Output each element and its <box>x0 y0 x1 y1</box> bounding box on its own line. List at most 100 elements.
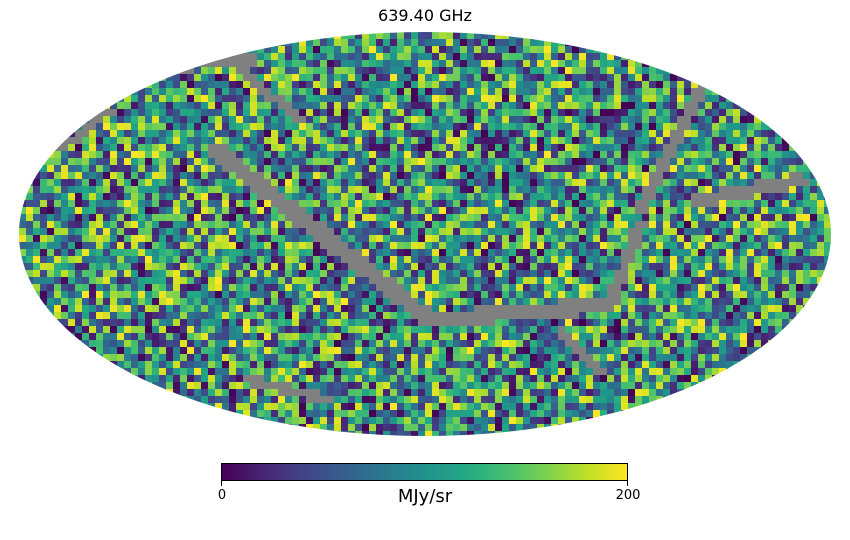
map-pixel <box>278 60 286 68</box>
map-pixel <box>215 228 223 236</box>
map-pixel <box>152 116 160 124</box>
map-pixel <box>453 102 461 110</box>
map-pixel <box>789 228 797 236</box>
map-pixel <box>586 263 594 271</box>
map-pixel <box>740 340 748 348</box>
map-pixel <box>334 186 342 194</box>
map-pixel <box>593 235 601 243</box>
map-pixel <box>684 88 692 96</box>
map-pixel <box>292 60 300 68</box>
map-pixel <box>782 312 790 320</box>
map-pixel <box>250 235 258 243</box>
map-pixel <box>642 179 650 187</box>
map-pixel <box>75 277 83 285</box>
map-pixel <box>418 221 426 229</box>
map-pixel <box>621 109 629 117</box>
map-pixel <box>208 361 216 369</box>
map-pixel <box>285 333 293 341</box>
map-pixel <box>656 67 664 75</box>
map-pixel <box>75 340 83 348</box>
map-pixel <box>341 375 349 383</box>
map-pixel <box>355 67 363 75</box>
map-pixel <box>803 193 811 201</box>
map-pixel <box>453 354 461 362</box>
map-pixel <box>124 340 132 348</box>
map-pixel <box>523 319 531 327</box>
map-pixel <box>537 249 545 257</box>
map-pixel <box>761 256 769 264</box>
map-pixel <box>586 326 594 334</box>
map-pixel <box>348 151 356 159</box>
map-pixel <box>705 312 713 320</box>
map-pixel <box>96 207 104 215</box>
map-pixel <box>131 305 139 313</box>
map-pixel <box>152 102 160 110</box>
map-pixel <box>369 340 377 348</box>
map-pixel <box>446 193 454 201</box>
map-pixel <box>705 368 713 376</box>
map-pixel <box>467 228 475 236</box>
map-pixel <box>719 333 727 341</box>
masked-pixel <box>257 81 265 89</box>
map-pixel <box>236 109 244 117</box>
map-pixel <box>698 305 706 313</box>
map-pixel <box>614 221 622 229</box>
masked-pixel <box>236 67 244 75</box>
map-pixel <box>348 347 356 355</box>
map-pixel <box>439 88 447 96</box>
map-pixel <box>110 256 118 264</box>
map-pixel <box>292 123 300 131</box>
map-pixel <box>509 144 517 152</box>
map-pixel <box>761 347 769 355</box>
map-pixel <box>712 263 720 271</box>
masked-pixel <box>250 60 258 68</box>
map-pixel <box>551 102 559 110</box>
map-pixel <box>383 193 391 201</box>
map-pixel <box>425 228 433 236</box>
map-pixel <box>355 74 363 82</box>
map-pixel <box>628 130 636 138</box>
map-pixel <box>684 144 692 152</box>
map-pixel <box>432 361 440 369</box>
map-pixel <box>327 354 335 362</box>
map-pixel <box>607 221 615 229</box>
map-pixel <box>187 354 195 362</box>
map-pixel <box>306 207 314 215</box>
map-pixel <box>656 81 664 89</box>
masked-pixel <box>229 151 237 159</box>
map-pixel <box>348 228 356 236</box>
map-pixel <box>544 193 552 201</box>
map-pixel <box>208 312 216 320</box>
map-pixel <box>103 193 111 201</box>
map-pixel <box>810 277 818 285</box>
map-pixel <box>537 347 545 355</box>
map-pixel <box>159 277 167 285</box>
map-pixel <box>278 235 286 243</box>
map-pixel <box>537 53 545 61</box>
map-pixel <box>362 130 370 138</box>
map-pixel <box>362 354 370 362</box>
map-pixel <box>432 130 440 138</box>
map-pixel <box>502 102 510 110</box>
map-pixel <box>250 270 258 278</box>
map-pixel <box>460 109 468 117</box>
map-pixel <box>467 340 475 348</box>
map-pixel <box>124 186 132 194</box>
map-pixel <box>159 207 167 215</box>
map-pixel <box>607 60 615 68</box>
map-pixel <box>467 116 475 124</box>
map-pixel <box>152 137 160 145</box>
map-pixel <box>460 340 468 348</box>
map-pixel <box>173 151 181 159</box>
map-pixel <box>803 207 811 215</box>
map-pixel <box>698 151 706 159</box>
map-pixel <box>712 102 720 110</box>
map-pixel <box>103 242 111 250</box>
map-pixel <box>103 298 111 306</box>
masked-pixel <box>285 382 293 390</box>
map-pixel <box>754 172 762 180</box>
map-pixel <box>110 144 118 152</box>
map-pixel <box>558 172 566 180</box>
map-pixel <box>691 235 699 243</box>
map-pixel <box>243 186 251 194</box>
